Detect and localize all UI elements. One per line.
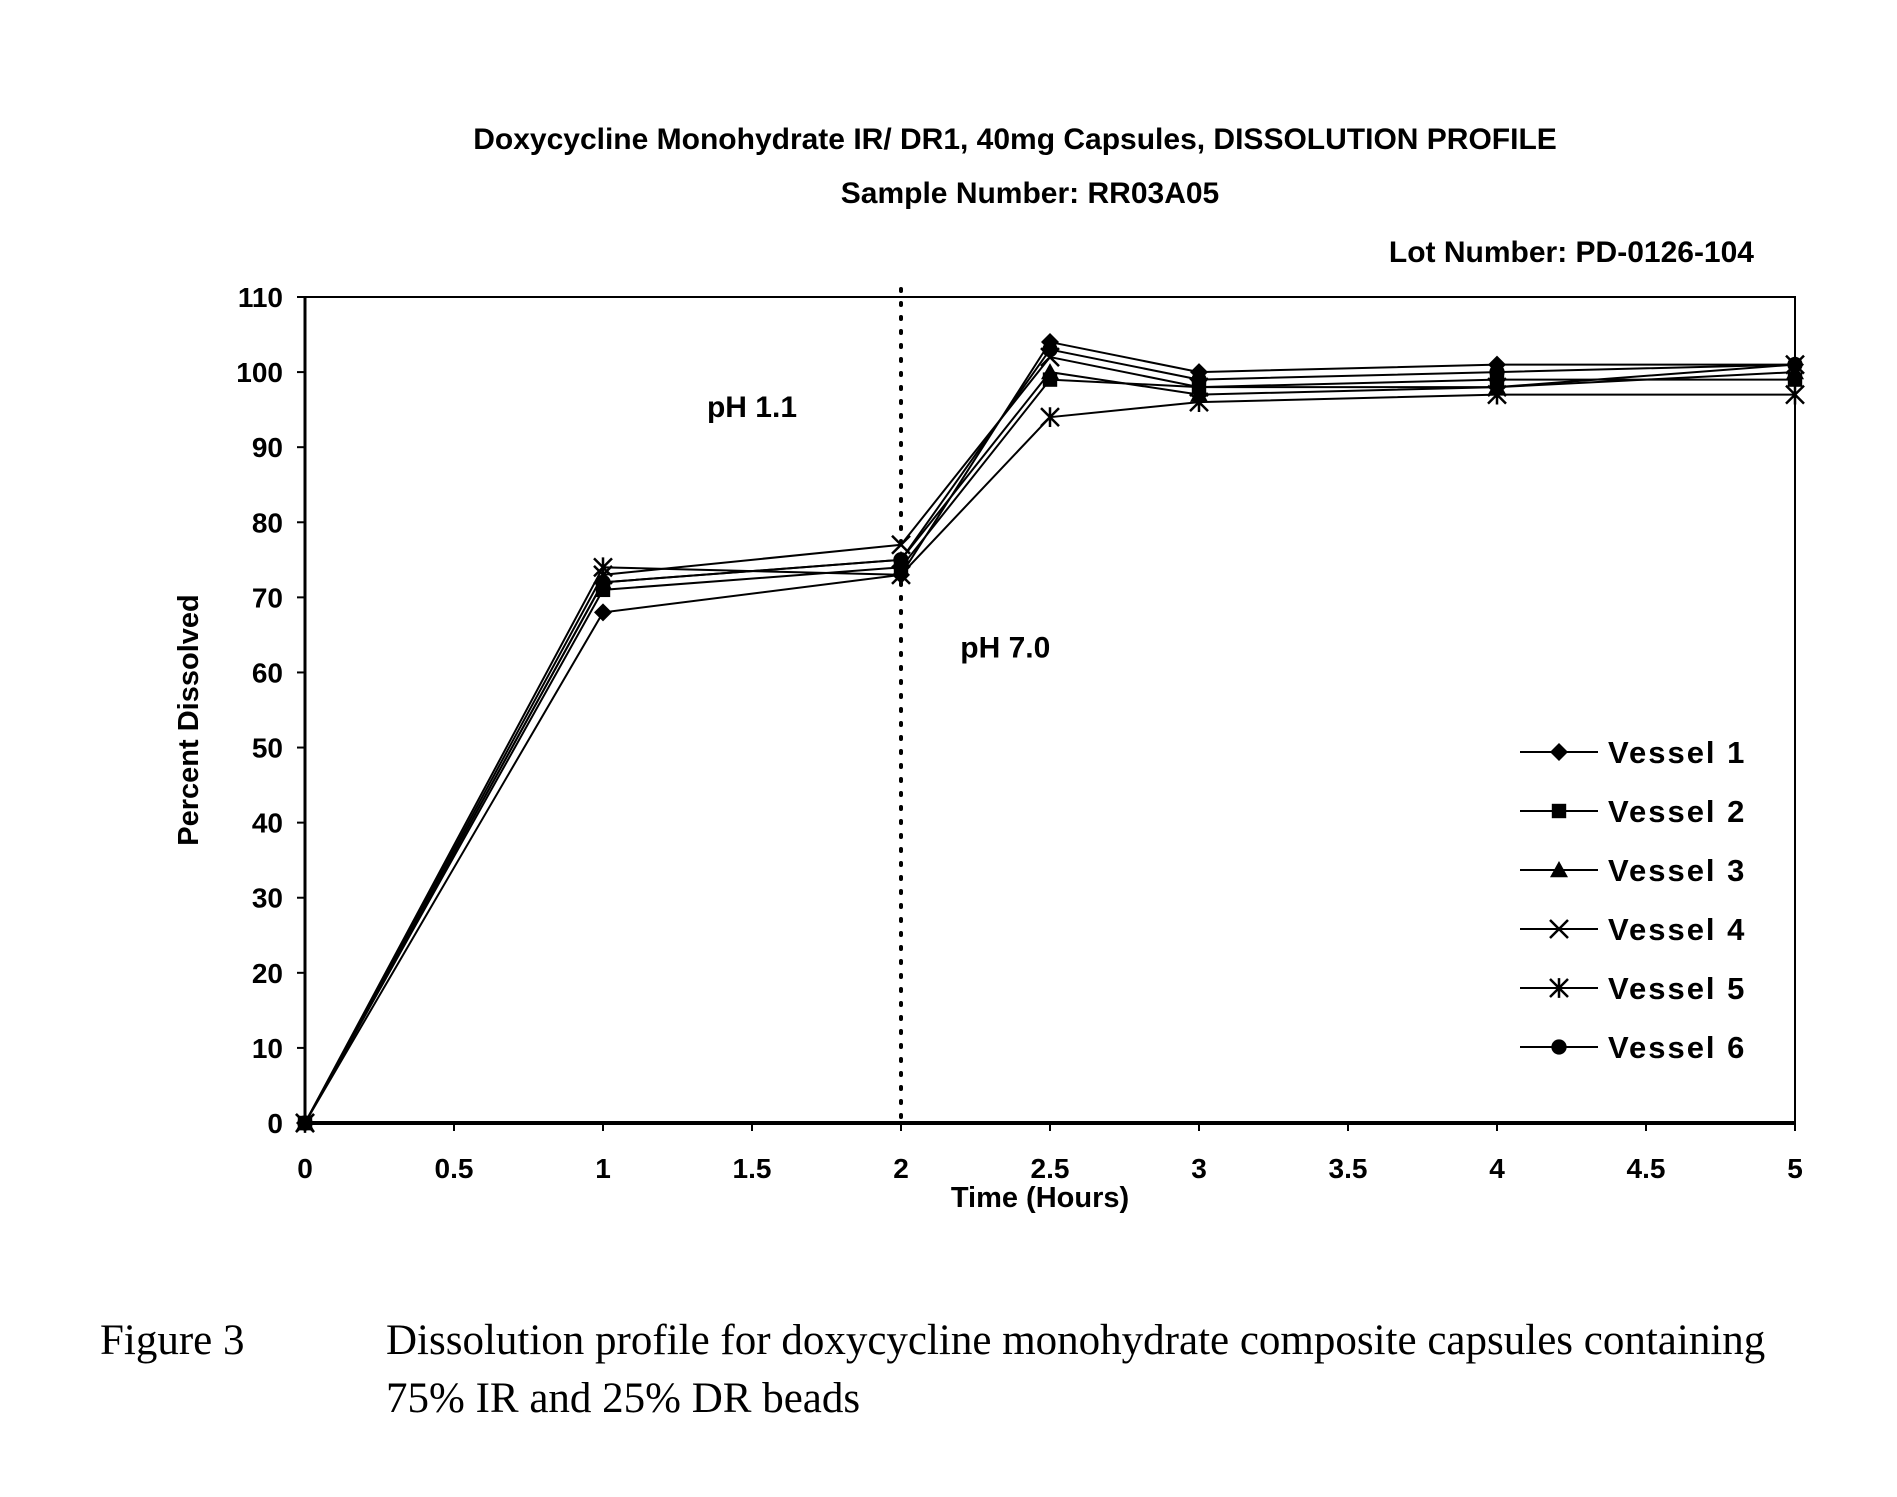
data-point [594, 603, 612, 621]
legend-label: Vessel 4 [1608, 912, 1746, 947]
data-point [1787, 357, 1802, 372]
legend-label: Vessel 6 [1608, 1030, 1746, 1065]
figure-caption: Dissolution profile for doxycycline mono… [386, 1312, 1806, 1428]
y-tick-label: 70 [252, 582, 283, 613]
legend: Vessel 1 Vessel 2 Vessel 3 Vessel 4 Vessel 5… [1520, 735, 1746, 1065]
data-point [1042, 342, 1057, 357]
y-tick-label: 30 [252, 883, 283, 914]
data-point [595, 575, 610, 590]
data-point [297, 1115, 312, 1130]
data-point [893, 552, 908, 567]
x-tick-label: 3.5 [1329, 1153, 1368, 1184]
legend-label: Vessel 1 [1608, 735, 1746, 770]
series-line [305, 395, 1795, 1123]
y-tick-label: 80 [252, 507, 283, 538]
legend-marker [1551, 1039, 1566, 1054]
x-tick-label: 4.5 [1627, 1153, 1666, 1184]
series-4 [296, 348, 1804, 1132]
y-axis: 0 10 20 30 40 50 60 70 80 90 100 110 [236, 282, 305, 1139]
series-6 [297, 342, 1802, 1131]
series-3 [296, 363, 1804, 1130]
annotations: pH 1.1 pH 7.0 [707, 289, 1050, 1123]
legend-item: Vessel 6 [1520, 1030, 1746, 1065]
x-tick-label: 3 [1191, 1153, 1207, 1184]
y-tick-label: 110 [238, 282, 283, 313]
x-tick-label: 0 [297, 1153, 313, 1184]
legend-label: Vessel 5 [1608, 971, 1746, 1006]
legend-item: Vessel 4 [1520, 912, 1746, 947]
ph-annotation: pH 1.1 [707, 391, 797, 424]
data-point [1489, 364, 1504, 379]
data-point [1191, 372, 1206, 387]
y-tick-label: 40 [252, 808, 283, 839]
legend-item: Vessel 1 [1520, 735, 1746, 770]
x-tick-label: 0.5 [435, 1153, 474, 1184]
legend-marker [1552, 804, 1566, 818]
x-tick-label: 1.5 [733, 1153, 772, 1184]
y-tick-label: 10 [252, 1033, 283, 1064]
legend-label: Vessel 2 [1608, 794, 1746, 829]
legend-item: Vessel 2 [1520, 794, 1746, 829]
y-tick-label: 90 [252, 432, 283, 463]
legend-label: Vessel 3 [1608, 853, 1746, 888]
y-tick-label: 20 [252, 958, 283, 989]
chart-subtitle: Sample Number: RR03A05 [841, 177, 1219, 210]
x-tick-label: 1 [595, 1153, 611, 1184]
legend-marker [1550, 743, 1568, 761]
x-tick-label: 4 [1489, 1153, 1505, 1184]
series-5 [296, 385, 1804, 1133]
ph-annotation: pH 7.0 [960, 631, 1050, 664]
x-axis: 0 0.5 1 1.5 2 2.5 3 3.5 4 4.5 5 [297, 1123, 1803, 1184]
series-line [305, 342, 1795, 1123]
figure-label: Figure 3 [100, 1312, 245, 1370]
series-line [305, 350, 1795, 1123]
lot-number: Lot Number: PD-0126-104 [1389, 236, 1754, 269]
x-axis-title: Time (Hours) [951, 1182, 1129, 1214]
dissolution-chart: Doxycycline Monohydrate IR/ DR1, 40mg Ca… [0, 0, 1897, 1497]
x-tick-label: 2.5 [1031, 1153, 1070, 1184]
x-tick-label: 2 [893, 1153, 909, 1184]
y-tick-label: 100 [236, 357, 283, 388]
y-tick-label: 60 [252, 657, 283, 688]
y-axis-title: Percent Dissolved [173, 594, 205, 845]
x-tick-label: 5 [1787, 1153, 1803, 1184]
y-tick-label: 0 [267, 1108, 283, 1139]
legend-item: Vessel 5 [1520, 971, 1746, 1006]
series-line [305, 372, 1795, 1123]
legend-item: Vessel 3 [1520, 853, 1746, 888]
chart-title: Doxycycline Monohydrate IR/ DR1, 40mg Ca… [473, 123, 1557, 156]
y-tick-label: 50 [252, 733, 283, 764]
series-layer [296, 333, 1804, 1133]
